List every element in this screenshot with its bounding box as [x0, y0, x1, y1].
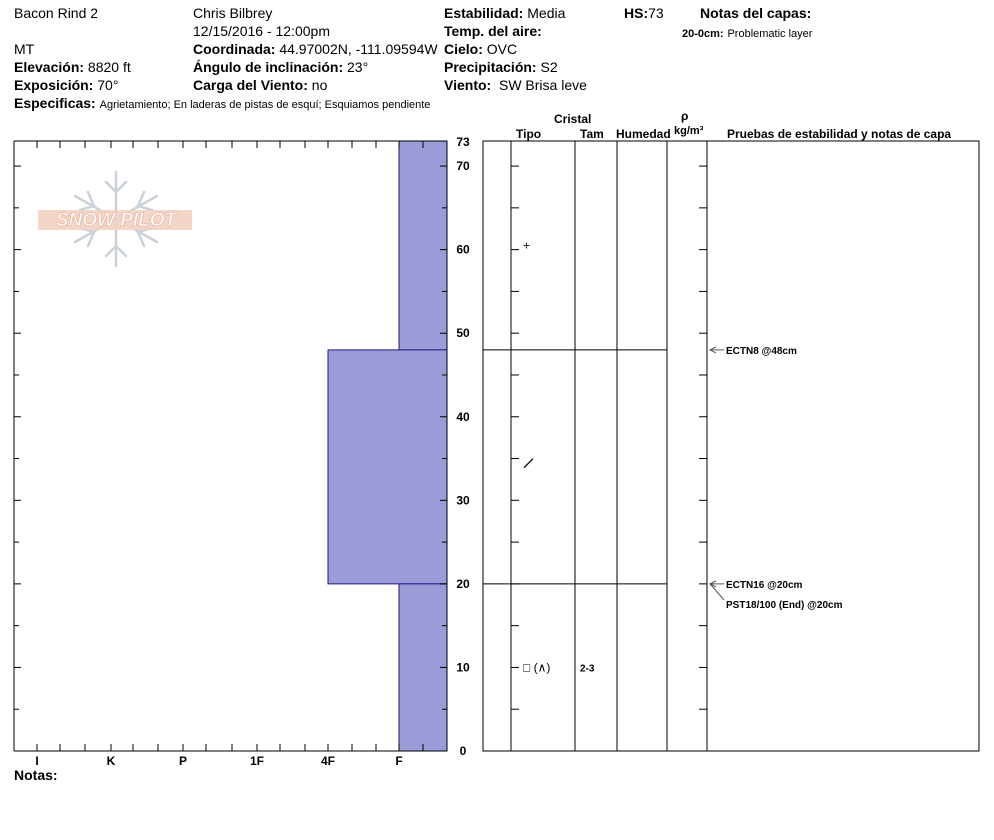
slope-label: Ángulo de inclinación:	[193, 59, 344, 75]
elevation-label: Elevación:	[14, 59, 85, 75]
wind: Viento: SW Brisa leve	[444, 77, 587, 93]
y-tick-label: 60	[456, 243, 470, 257]
crystal-symbol	[523, 458, 534, 469]
x-tick-label: 1F	[250, 754, 264, 768]
location: Bacon Rind 2	[14, 5, 99, 21]
hardness-bar	[327, 349, 448, 585]
layer-note: 20-0cm: Problematic layer	[682, 24, 812, 42]
coordinate: Coordinada: 44.97002N, -111.09594W	[193, 41, 438, 57]
specifics: Especificas: Agrietamiento; En laderas d…	[14, 95, 430, 113]
sky-label: Cielo:	[444, 41, 483, 57]
x-tick-label: K	[107, 754, 116, 768]
crystal-size: 2-3	[580, 663, 595, 674]
sky-value: OVC	[486, 41, 518, 57]
aspect: Exposición: 70°	[14, 77, 118, 93]
snowpilot-logo: SNOW PILOT	[38, 170, 192, 268]
test-arrow-head	[708, 346, 717, 354]
col-moisture: Humedad	[616, 127, 671, 141]
observer: Chris Bilbrey	[193, 5, 273, 21]
col-crystal: Cristal	[554, 112, 592, 126]
y-tick-label: 50	[456, 326, 470, 340]
test-arrow	[709, 583, 725, 601]
hs-value: 73	[648, 5, 664, 21]
logo-text: SNOW PILOT	[56, 210, 178, 231]
hs-label: HS:	[624, 5, 649, 21]
stability: Estabilidad: Media	[444, 5, 565, 21]
coord-value: 44.97002N, -111.09594W	[279, 41, 438, 57]
wind-label: Viento:	[444, 77, 492, 93]
col-stability-notes: Pruebas de estabilidad y notas de capa	[727, 127, 952, 141]
precipitation: Precipitación: S2	[444, 59, 558, 75]
x-tick-label: P	[179, 754, 187, 768]
y-tick-label: 20	[456, 577, 470, 591]
specifics-label: Especificas:	[14, 95, 96, 111]
col-density-unit: kg/m³	[674, 125, 704, 137]
air-temp-label: Temp. del aire:	[444, 23, 542, 39]
slope-value: 23°	[347, 59, 369, 75]
stability-test-label: PST18/100 (End) @20cm	[726, 600, 843, 611]
hardness-bar	[398, 140, 448, 351]
notes-label: Notas:	[14, 767, 58, 783]
hardness-bar	[398, 583, 448, 752]
wind-value: SW Brisa leve	[498, 77, 587, 93]
y-tick-label: 0	[460, 744, 467, 758]
wind-load-label: Carga del Viento:	[193, 77, 308, 93]
aspect-value: 70°	[97, 77, 119, 93]
layer-table-frame	[482, 140, 980, 752]
wind-load: Carga del Viento: no	[193, 77, 327, 93]
crystal-symbol: □ (∧)	[523, 660, 550, 674]
state: MT	[14, 41, 35, 57]
precip-value: S2	[540, 59, 558, 75]
col-rho: ρ	[681, 109, 689, 123]
stability-test-label: ECTN16 @20cm	[726, 580, 803, 591]
sky: Cielo: OVC	[444, 41, 517, 57]
y-tick-label: 40	[456, 410, 470, 424]
y-tick-label: 10	[456, 660, 470, 674]
y-tick-label: 70	[456, 159, 470, 173]
stability-label: Estabilidad:	[444, 5, 524, 21]
layer-note-text: Problematic layer	[727, 28, 813, 40]
aspect-label: Exposición:	[14, 77, 94, 93]
logo-banner	[38, 210, 192, 230]
slope: Ángulo de inclinación: 23°	[193, 59, 368, 75]
specifics-value: Agrietamiento; En laderas de pistas de e…	[99, 99, 431, 111]
x-tick-label: I	[35, 754, 38, 768]
stability-value: Media	[527, 5, 566, 21]
hs-tick-label: 73	[456, 135, 470, 149]
y-tick-label: 30	[456, 493, 470, 507]
precip-label: Precipitación:	[444, 59, 537, 75]
x-tick-label: 4F	[321, 754, 335, 768]
col-type: Tipo	[516, 127, 542, 141]
elevation-value: 8820 ft	[87, 59, 131, 75]
elevation: Elevación: 8820 ft	[14, 59, 131, 75]
coord-label: Coordinada:	[193, 41, 276, 57]
x-tick-label: F	[395, 754, 402, 768]
air-temp: Temp. del aire:	[444, 23, 542, 39]
layer-notes-title: Notas del capas:	[700, 5, 812, 21]
layer-note-depth: 20-0cm:	[682, 28, 724, 40]
datetime: 12/15/2016 - 12:00pm	[193, 23, 330, 39]
crystal-symbol: +	[523, 238, 530, 252]
stability-test-label: ECTN8 @48cm	[726, 346, 797, 357]
wind-load-value: no	[311, 77, 328, 93]
col-size: Tam	[580, 127, 604, 141]
hs: HS:73	[624, 5, 664, 21]
